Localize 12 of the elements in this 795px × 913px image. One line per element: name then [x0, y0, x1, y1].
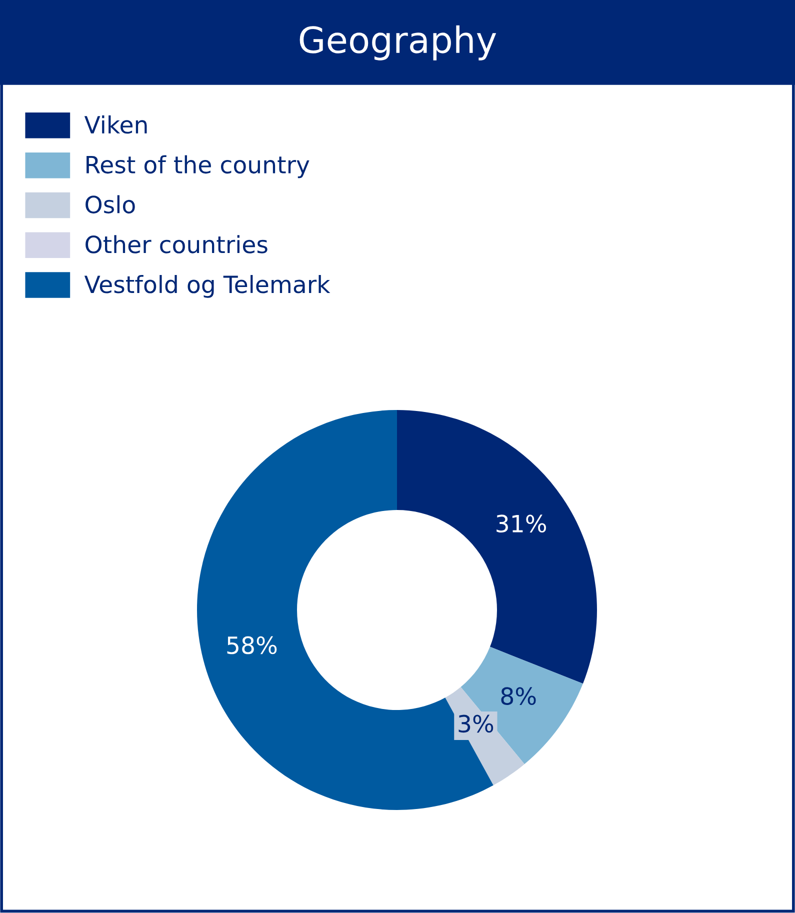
legend-label: Oslo — [86, 195, 135, 214]
legend-label: Viken — [84, 115, 147, 134]
legend-label: Other countries — [86, 235, 268, 254]
legend-label: Vestfold og Telemark — [84, 275, 330, 298]
legend-label: Rest of the country — [86, 155, 310, 178]
data-label: 3% — [458, 714, 494, 733]
data-label: 31% — [496, 514, 546, 533]
data-label: 58% — [227, 636, 277, 654]
donut-slice — [397, 410, 597, 684]
donut-slice — [197, 410, 494, 810]
data-label: 8% — [501, 687, 536, 706]
chart-title: Geography — [300, 25, 496, 60]
